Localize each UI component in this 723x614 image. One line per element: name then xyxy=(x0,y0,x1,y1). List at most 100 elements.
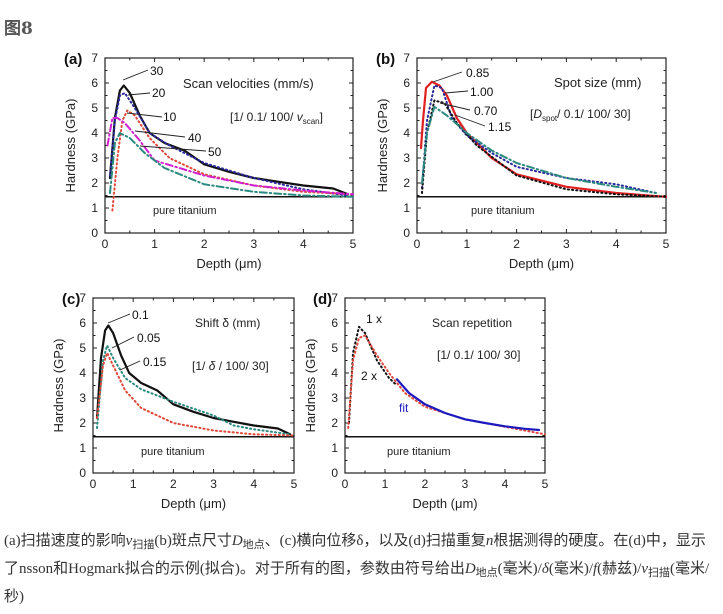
series-line-1x xyxy=(348,325,398,424)
caption-segment: δ xyxy=(541,561,549,577)
x-tick-label: 0 xyxy=(414,237,421,251)
y-tick-label: 1 xyxy=(403,201,410,215)
series-line-085 xyxy=(419,80,668,198)
y-tick-label: 0 xyxy=(331,466,338,480)
param-variable: D xyxy=(533,107,542,121)
caption-segment: (a)扫描速度的影响 xyxy=(4,533,126,549)
chart-title: Shift δ (mm) xyxy=(195,316,260,330)
y-tick-label: 7 xyxy=(79,291,86,305)
y-tick-label: 1 xyxy=(331,441,338,455)
param-variable: v xyxy=(297,110,304,124)
series-line-015 xyxy=(96,352,295,437)
label-leader-line xyxy=(444,90,469,94)
y-tick-label: 0 xyxy=(91,226,98,240)
x-tick-label: 5 xyxy=(350,237,357,251)
panel-label: (c) xyxy=(62,291,80,308)
panel-label: (a) xyxy=(64,51,82,68)
y-tick-label: 6 xyxy=(79,316,86,330)
y-tick-label: 0 xyxy=(79,466,86,480)
param-subscript: spot xyxy=(542,114,558,123)
y-tick-label: 4 xyxy=(403,126,410,140)
chart-panel-c: 0 1 2 3 4 5 0 1 2 3 4 5 6 7 Depth (μm) Hardness (GPa) (c… xyxy=(51,291,298,511)
caption-segment: v xyxy=(125,533,133,549)
y-tick-label: 2 xyxy=(403,176,410,190)
series-line-fit xyxy=(395,378,541,432)
caption-segment: (b)斑点尺寸 xyxy=(154,533,232,549)
series-line-115 xyxy=(421,105,657,194)
series-label: 40 xyxy=(188,131,202,145)
x-tick-label: 2 xyxy=(513,237,520,251)
y-tick-label: 7 xyxy=(91,51,98,65)
label-leader-line xyxy=(127,92,151,96)
series-label: 0.05 xyxy=(137,331,161,345)
caption-segment: v xyxy=(641,561,649,577)
x-tick-label: 2 xyxy=(170,477,177,491)
label-leader-line xyxy=(111,336,135,349)
parameter-label: [Dspot/ 0.1/ 100/ 30] xyxy=(530,107,631,123)
series-label: 1.00 xyxy=(470,85,494,99)
caption-segment: 扫描 xyxy=(648,567,671,579)
param-prefix: [1/ 0.1/ 100/ 30] xyxy=(437,348,520,362)
series-label: 2 x xyxy=(361,369,377,383)
figure-title: 图8 xyxy=(4,19,33,39)
chart-title: Scan velocities (mm/s) xyxy=(183,76,314,91)
y-tick-label: 1 xyxy=(91,201,98,215)
label-leader-line xyxy=(432,71,463,83)
y-tick-label: 6 xyxy=(403,76,410,90)
y-tick-label: 7 xyxy=(331,291,338,305)
caption-segment: D xyxy=(464,561,476,577)
x-tick-label: 2 xyxy=(201,237,208,251)
y-tick-label: 3 xyxy=(91,151,98,165)
y-tick-label: 3 xyxy=(79,391,86,405)
x-tick-label: 4 xyxy=(300,237,307,251)
chart-title: Scan repetition xyxy=(432,316,512,330)
x-tick-label: 0 xyxy=(102,237,109,251)
caption-segment: D xyxy=(231,533,243,549)
label-leader-line xyxy=(134,130,186,138)
series-label: fit xyxy=(399,401,409,415)
caption-segment: f xyxy=(593,561,598,577)
reference-label: pure titanium xyxy=(471,205,535,217)
x-tick-label: 4 xyxy=(613,237,620,251)
x-axis-label: Depth (μm) xyxy=(412,496,477,511)
caption-segment: 、(c)横向位移δ，以及(d)扫描重复 xyxy=(264,533,486,549)
y-tick-label: 3 xyxy=(331,391,338,405)
param-subscript: scan xyxy=(303,117,320,126)
caption-segment: (毫米)/ xyxy=(497,561,542,577)
caption-segment: 根据测得的硬度。在(d)中，显示了nsson和Hogmark拟合的示例(拟合)。… xyxy=(4,533,706,577)
x-axis-label: Depth (μm) xyxy=(161,496,226,511)
series-label: 1.15 xyxy=(488,120,512,134)
caption-segment: (毫米)/ xyxy=(548,561,593,577)
param-suffix: / 0.1/ 100/ 30] xyxy=(557,107,630,121)
y-tick-label: 5 xyxy=(91,101,98,115)
series-line-100 xyxy=(421,84,657,194)
y-tick-label: 7 xyxy=(403,51,410,65)
series-label: 10 xyxy=(163,110,177,124)
y-tick-label: 6 xyxy=(91,76,98,90)
caption-segment: 扫描 xyxy=(132,539,155,551)
label-leader-line xyxy=(139,145,207,152)
parameter-label: [1/ δ / 100/ 30] xyxy=(192,359,269,373)
param-suffix: / 100/ 30] xyxy=(215,359,268,373)
param-prefix: [1/ 0.1/ 100/ xyxy=(230,110,297,124)
x-tick-label: 3 xyxy=(563,237,570,251)
series-label: 50 xyxy=(208,145,222,159)
x-tick-label: 1 xyxy=(130,477,137,491)
x-tick-label: 3 xyxy=(250,237,257,251)
x-tick-label: 3 xyxy=(462,477,469,491)
x-tick-label: 1 xyxy=(382,477,389,491)
series-line-30 xyxy=(108,84,350,196)
label-leader-line xyxy=(119,360,141,371)
series-label: 0.85 xyxy=(466,66,490,80)
y-tick-label: 2 xyxy=(331,416,338,430)
param-prefix: [ xyxy=(530,107,534,121)
label-leader-line xyxy=(107,313,131,324)
x-tick-label: 1 xyxy=(151,237,158,251)
x-tick-label: 0 xyxy=(90,477,97,491)
caption-segment: n xyxy=(485,533,494,549)
parameter-label: [1/ 0.1/ 100/ 30] xyxy=(437,348,520,362)
y-tick-label: 2 xyxy=(79,416,86,430)
x-tick-label: 4 xyxy=(502,477,509,491)
